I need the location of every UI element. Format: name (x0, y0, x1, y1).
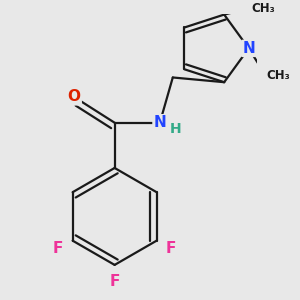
Text: F: F (53, 241, 63, 256)
Text: H: H (170, 122, 182, 136)
Text: CH₃: CH₃ (252, 2, 275, 15)
Text: N: N (154, 115, 166, 130)
Text: O: O (68, 89, 81, 104)
Text: N: N (242, 41, 255, 56)
Text: CH₃: CH₃ (266, 68, 290, 82)
Text: F: F (166, 241, 176, 256)
Text: F: F (110, 274, 120, 289)
